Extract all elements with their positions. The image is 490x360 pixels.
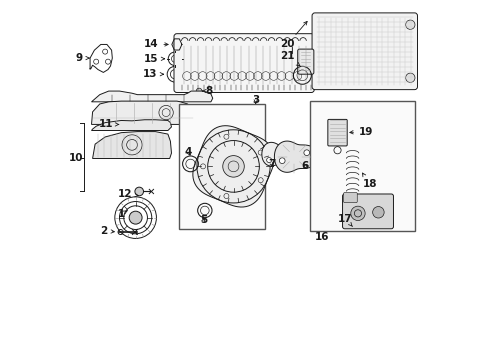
Circle shape — [196, 88, 202, 94]
Circle shape — [129, 211, 142, 224]
Bar — [310, 101, 416, 231]
Circle shape — [267, 158, 271, 163]
Text: 14: 14 — [144, 40, 168, 49]
Polygon shape — [92, 101, 196, 125]
Bar — [179, 104, 265, 229]
Text: 1: 1 — [118, 209, 128, 219]
Text: 4: 4 — [185, 147, 192, 157]
Text: 6: 6 — [301, 161, 308, 171]
Text: 20: 20 — [280, 22, 307, 49]
Polygon shape — [92, 120, 172, 131]
FancyBboxPatch shape — [312, 13, 417, 90]
Circle shape — [373, 207, 384, 218]
Circle shape — [351, 206, 365, 221]
FancyBboxPatch shape — [298, 49, 314, 74]
Circle shape — [135, 187, 144, 196]
Circle shape — [406, 20, 415, 30]
Text: 9: 9 — [76, 53, 89, 63]
Text: 21: 21 — [280, 51, 300, 66]
Circle shape — [283, 146, 288, 151]
Text: 16: 16 — [315, 232, 330, 242]
Circle shape — [223, 156, 245, 177]
Text: 18: 18 — [363, 173, 377, 189]
Text: 7: 7 — [268, 159, 275, 169]
FancyBboxPatch shape — [343, 194, 393, 229]
Text: 2: 2 — [100, 226, 114, 236]
Polygon shape — [92, 91, 213, 102]
Polygon shape — [93, 132, 172, 158]
FancyBboxPatch shape — [174, 34, 314, 93]
Polygon shape — [262, 142, 296, 166]
Text: 12: 12 — [118, 189, 138, 199]
Text: 15: 15 — [144, 54, 165, 64]
Circle shape — [406, 73, 415, 82]
Text: 19: 19 — [350, 127, 373, 136]
Text: 17: 17 — [338, 214, 353, 226]
Text: 5: 5 — [200, 215, 207, 225]
Circle shape — [304, 150, 310, 156]
Text: 13: 13 — [143, 69, 164, 79]
Polygon shape — [193, 126, 274, 207]
Text: 8: 8 — [202, 86, 213, 96]
Text: 3: 3 — [252, 95, 259, 105]
Polygon shape — [274, 141, 319, 172]
FancyBboxPatch shape — [343, 193, 357, 203]
Text: 11: 11 — [98, 120, 119, 129]
FancyBboxPatch shape — [328, 120, 347, 146]
Text: 10: 10 — [69, 153, 83, 163]
Circle shape — [279, 158, 285, 163]
